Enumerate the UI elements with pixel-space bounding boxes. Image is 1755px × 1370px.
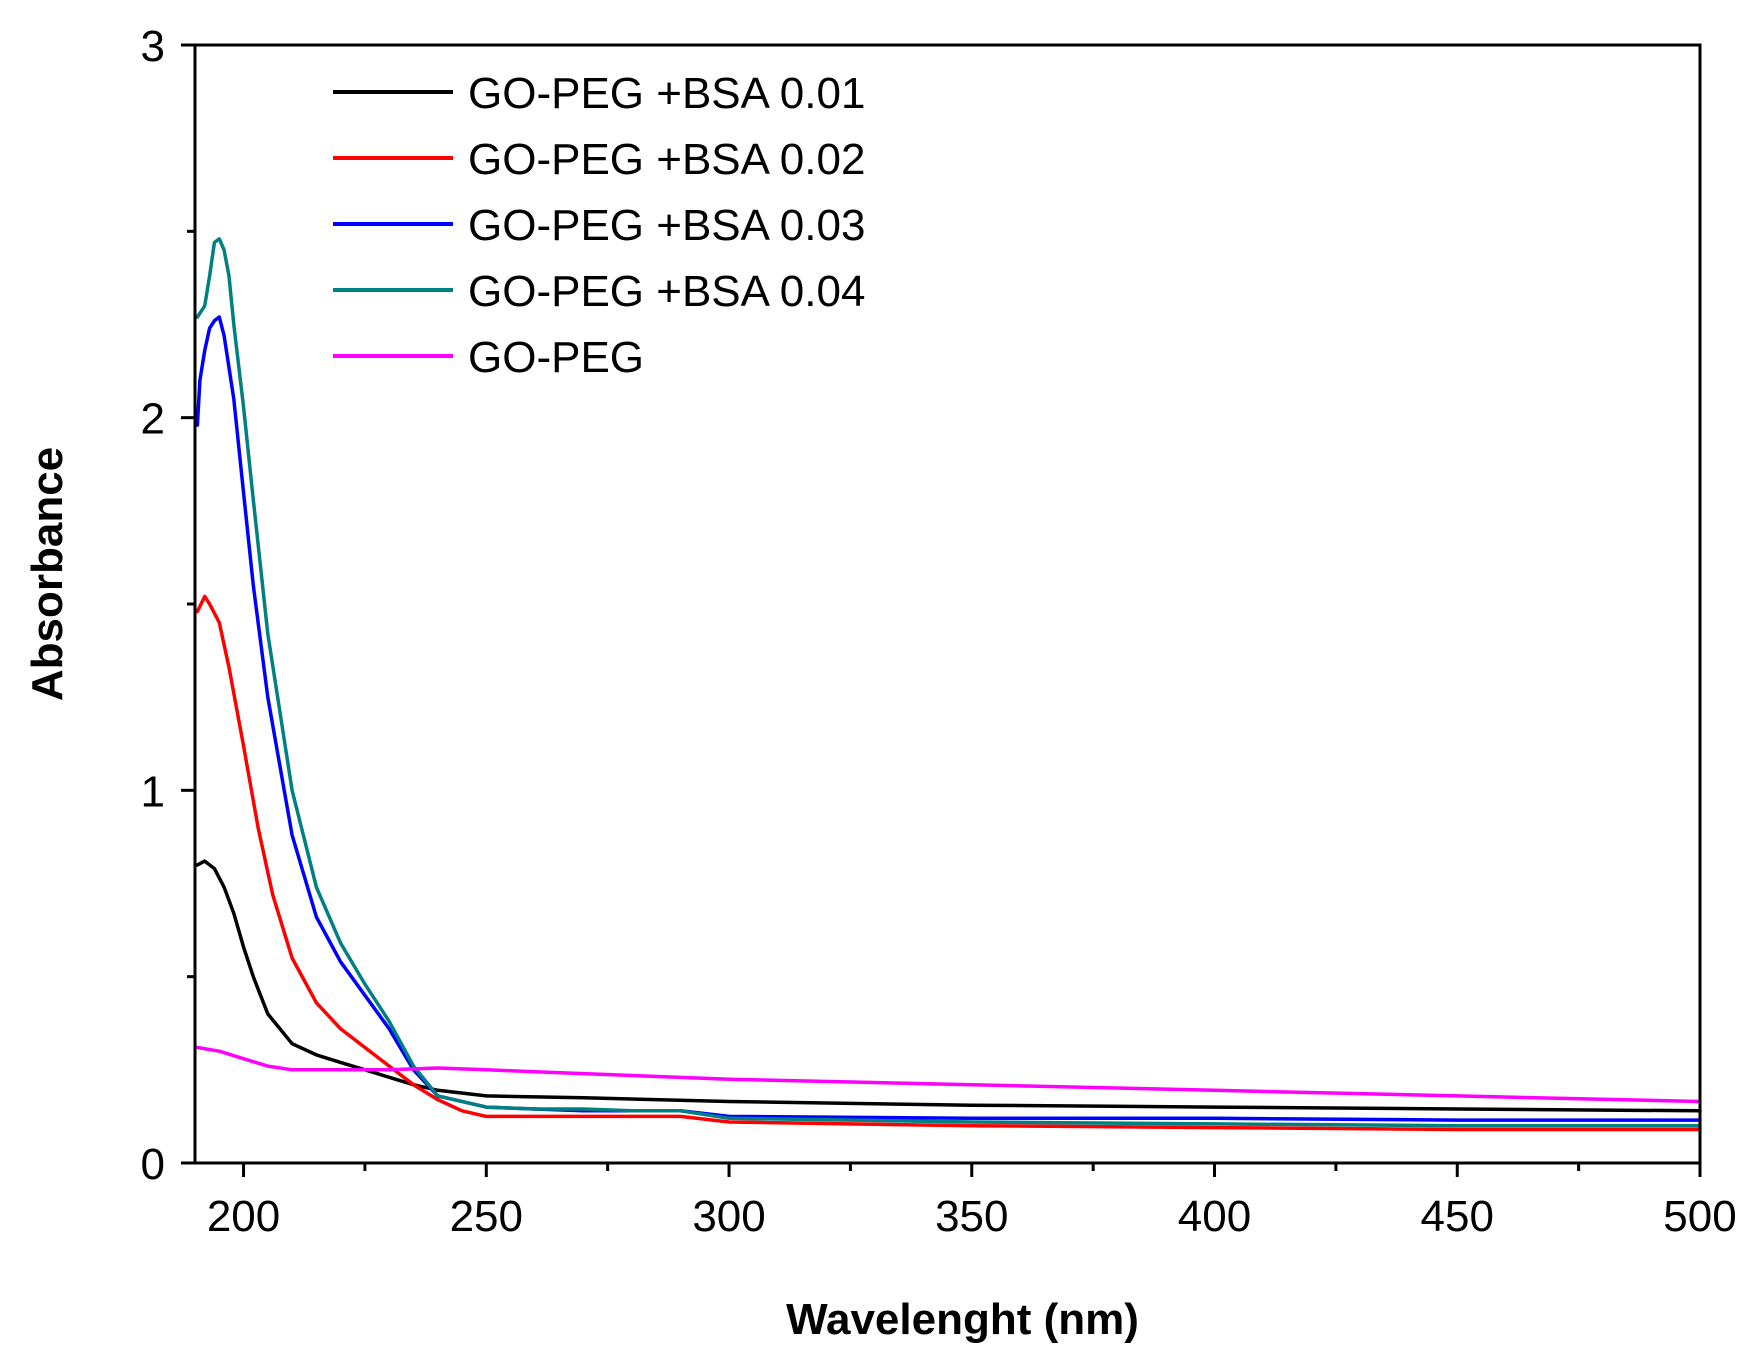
x-tick-label: 350 (935, 1192, 1008, 1241)
series-line-4 (195, 237, 1702, 1128)
x-tick-label: 300 (692, 1192, 765, 1241)
legend-label-5: GO-PEG (468, 333, 644, 382)
legend-label-4: GO-PEG +BSA 0.04 (468, 267, 865, 316)
legend-label-3: GO-PEG +BSA 0.03 (468, 201, 865, 250)
x-tick-label: 250 (450, 1192, 523, 1241)
y-tick-label: 0 (141, 1140, 165, 1189)
y-tick-label: 3 (141, 22, 165, 71)
legend-label-2: GO-PEG +BSA 0.02 (468, 135, 865, 184)
x-axis-title: Wavelenght (nm) (786, 1295, 1139, 1344)
x-tick-label: 450 (1421, 1192, 1494, 1241)
series-line-2 (195, 594, 1702, 1132)
axis-ticks: 200 250 300 350 400 450 500 0 1 2 3 (141, 22, 1737, 1241)
x-tick-label: 400 (1178, 1192, 1251, 1241)
x-tick-label: 200 (207, 1192, 280, 1241)
y-axis-title: Absorbance (23, 447, 72, 701)
series-line-1 (195, 859, 1702, 1113)
y-tick-label: 1 (141, 767, 165, 816)
y-tick-label: 2 (141, 395, 165, 444)
series-layer (195, 237, 1702, 1132)
legend-label-1: GO-PEG +BSA 0.01 (468, 69, 865, 118)
legend: GO-PEG +BSA 0.01 GO-PEG +BSA 0.02 GO-PEG +… (333, 69, 865, 382)
x-tick-label: 500 (1663, 1192, 1736, 1241)
series-line-5 (195, 1045, 1702, 1104)
